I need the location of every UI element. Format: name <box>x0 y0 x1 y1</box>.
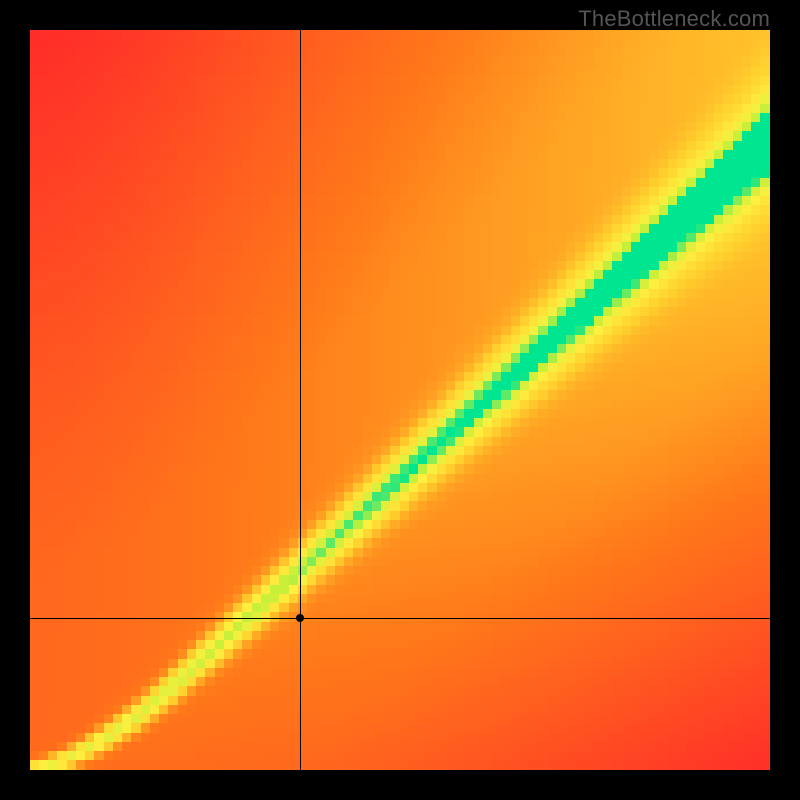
heatmap-canvas <box>30 30 770 770</box>
plot-area <box>30 30 770 770</box>
chart-frame: TheBottleneck.com <box>0 0 800 800</box>
watermark-text: TheBottleneck.com <box>578 6 770 32</box>
